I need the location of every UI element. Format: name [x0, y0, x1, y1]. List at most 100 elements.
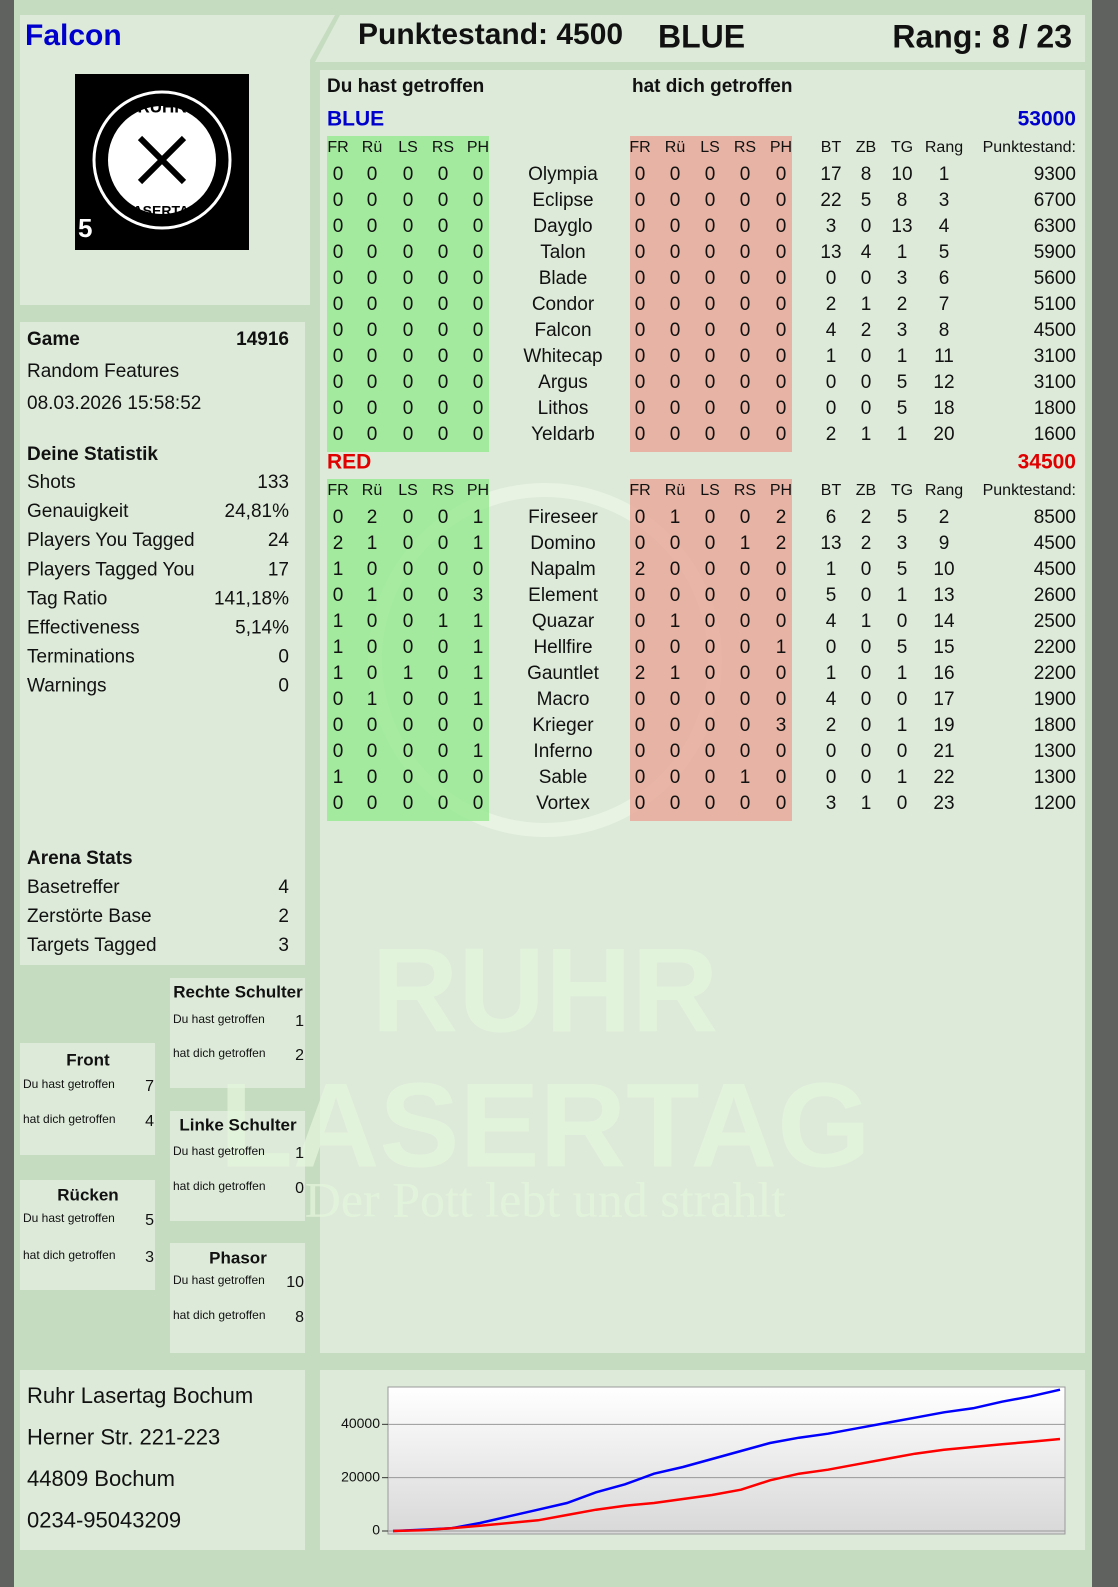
cell: 0 — [473, 715, 484, 736]
zone-label: Du hast getroffen — [23, 1211, 115, 1225]
cell: 0 — [403, 164, 414, 185]
cell: 0 — [740, 424, 751, 445]
cell: 0 — [670, 398, 681, 419]
cell: 0 — [776, 346, 787, 367]
cell: 2500 — [1034, 611, 1076, 632]
column-header: TG — [891, 482, 913, 499]
zone-title: Rücken — [57, 1185, 118, 1204]
cell: 0 — [670, 741, 681, 762]
cell: 0 — [705, 611, 716, 632]
cell: 0 — [438, 559, 449, 580]
cell: 0 — [861, 372, 872, 393]
cell: 0 — [333, 372, 344, 393]
cell: 0 — [333, 793, 344, 814]
cell: 0 — [635, 164, 646, 185]
address-line: 44809 Bochum — [27, 1466, 175, 1491]
player: Quazar — [532, 611, 595, 632]
cell: 1 — [897, 585, 908, 606]
cell: 7 — [939, 294, 950, 315]
cell: 1 — [473, 663, 484, 684]
cell: 1 — [473, 507, 484, 528]
cell: 8 — [861, 164, 872, 185]
zone-value: 1 — [295, 1013, 304, 1030]
cell: 0 — [333, 741, 344, 762]
section-title: Deine Statistik — [27, 444, 158, 465]
series-line — [392, 1437, 1061, 1533]
y-tick-label: 0 — [372, 1522, 380, 1538]
cell: 0 — [367, 164, 378, 185]
address-line: Ruhr Lasertag Bochum — [27, 1383, 253, 1408]
column-header: Rü — [362, 482, 382, 499]
cell: 0 — [635, 689, 646, 710]
cell: 4 — [939, 216, 950, 237]
cell: 0 — [635, 320, 646, 341]
player: Sable — [539, 767, 588, 788]
cell: 0 — [740, 372, 751, 393]
cell: 0 — [367, 294, 378, 315]
cell: 0 — [438, 164, 449, 185]
zone-value: 7 — [145, 1078, 154, 1095]
cell: 0 — [740, 663, 751, 684]
cell: 1 — [403, 663, 414, 684]
cell: 2 — [776, 507, 787, 528]
zone-value: 0 — [295, 1180, 304, 1197]
team: BLUE — [658, 18, 745, 54]
column-header: BT — [821, 139, 842, 156]
cell: 0 — [367, 242, 378, 263]
cell: 0 — [333, 164, 344, 185]
cell: 0 — [705, 242, 716, 263]
cell: 1 — [861, 294, 872, 315]
cell: 0 — [776, 689, 787, 710]
column-header: LS — [398, 139, 418, 156]
cell: 0 — [403, 216, 414, 237]
team-total: 53000 — [1018, 108, 1076, 131]
cell: 0 — [438, 294, 449, 315]
cell: 0 — [705, 320, 716, 341]
zone-label: Du hast getroffen — [173, 1273, 265, 1287]
cell: 0 — [861, 268, 872, 289]
cell: 0 — [635, 190, 646, 211]
cell: 2 — [861, 320, 872, 341]
cell: 0 — [861, 741, 872, 762]
cell: 1 — [897, 767, 908, 788]
stat-value: 0 — [278, 676, 289, 697]
cell: 0 — [776, 611, 787, 632]
cell: 0 — [705, 372, 716, 393]
cell: 0 — [776, 793, 787, 814]
cell: 0 — [367, 216, 378, 237]
cell: 0 — [740, 585, 751, 606]
cell: 0 — [403, 294, 414, 315]
cell: 13 — [933, 585, 954, 606]
cell: 0 — [776, 268, 787, 289]
cell: 0 — [705, 216, 716, 237]
cell: 0 — [438, 715, 449, 736]
cell: 0 — [403, 715, 414, 736]
cell: 0 — [776, 242, 787, 263]
stat-label: Tag Ratio — [27, 588, 107, 609]
cell: 0 — [670, 559, 681, 580]
column-header: Rü — [362, 139, 382, 156]
player: Element — [528, 585, 598, 606]
cell: 0 — [740, 559, 751, 580]
cell: 10 — [891, 164, 912, 185]
stat-label: Targets Tagged — [27, 935, 157, 956]
player: Hellfire — [533, 637, 592, 658]
player: Napalm — [530, 559, 595, 580]
cell: 4 — [861, 242, 872, 263]
player: Falcon — [534, 320, 591, 341]
cell: 0 — [776, 164, 787, 185]
cell: 0 — [670, 793, 681, 814]
stat-label: Shots — [27, 472, 76, 493]
cell: 0 — [635, 294, 646, 315]
cell: 0 — [705, 689, 716, 710]
cell: 5 — [897, 637, 908, 658]
cell: 1 — [897, 663, 908, 684]
cell: 9 — [939, 533, 950, 554]
column-header: PH — [770, 482, 792, 499]
cell: 0 — [740, 190, 751, 211]
stat-label: Players Tagged You — [27, 559, 195, 580]
cell: 0 — [705, 585, 716, 606]
cell: 0 — [705, 268, 716, 289]
column-header: RS — [432, 482, 454, 499]
game-mode: Random Features — [27, 361, 179, 382]
